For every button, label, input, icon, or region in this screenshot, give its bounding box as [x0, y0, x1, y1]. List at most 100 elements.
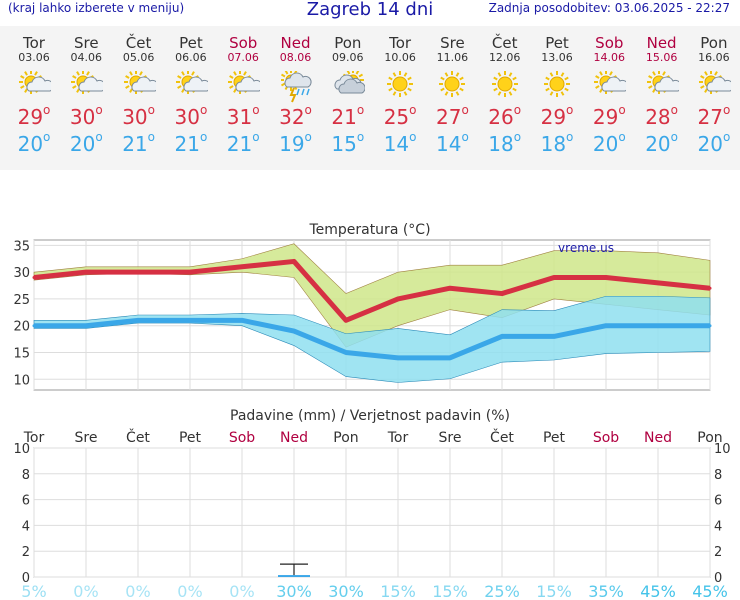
x-tick-label: Pon	[697, 430, 722, 446]
x-tick-label: Čet	[126, 428, 150, 446]
degree-symbol: o	[252, 130, 260, 144]
temperature-point-min	[32, 324, 36, 328]
day-date: 13.06	[541, 51, 573, 64]
y-tick-label: 20	[13, 320, 30, 335]
min-temperature: 21o	[122, 130, 155, 156]
day-name: Pet	[545, 34, 569, 52]
y-tick-label-right: 10	[714, 442, 731, 457]
thunderstorm-icon	[270, 65, 322, 105]
x-tick-label: Pet	[543, 430, 566, 446]
degree-symbol: o	[147, 130, 155, 144]
y-tick-label: 8	[22, 468, 30, 483]
sun-cloud-icon	[8, 65, 60, 105]
degree-symbol: o	[199, 130, 208, 144]
degree-symbol: o	[461, 130, 469, 144]
precipitation-probability: 5%	[21, 582, 46, 600]
min-temperature: 18o	[540, 130, 574, 156]
x-tick-label: Sre	[75, 430, 98, 446]
precipitation-chart-title: Padavine (mm) / Verjetnost padavin (%)	[230, 408, 510, 424]
x-tick-label: Ned	[644, 430, 672, 446]
precipitation-bar	[278, 575, 310, 577]
temperature-point-max	[656, 281, 660, 285]
temperature-point-max	[188, 270, 192, 274]
temperature-point-max	[500, 292, 504, 296]
max-temperature: 30o	[69, 103, 103, 129]
degree-symbol: o	[409, 130, 417, 144]
day-name: Sob	[229, 34, 258, 52]
degree-symbol: o	[566, 103, 574, 117]
cloudy-icon	[322, 65, 374, 105]
day-column: Pon 16.06 27o 20o	[688, 26, 740, 159]
y-tick-label: 2	[22, 545, 30, 560]
temperature-point-max	[344, 318, 348, 322]
temperature-point-max	[396, 297, 400, 301]
min-temperature: 20o	[697, 130, 731, 156]
temperature-point-min	[188, 318, 192, 322]
y-tick-label: 15	[13, 347, 30, 362]
temperature-point-min	[84, 324, 88, 328]
degree-symbol: o	[304, 103, 312, 117]
watermark: vreme.us	[558, 241, 614, 255]
degree-symbol: o	[513, 130, 522, 144]
sun-cloud-icon	[165, 65, 217, 105]
max-temperature: 28o	[645, 103, 678, 129]
temperature-line-min	[34, 317, 710, 361]
temperature-point-max	[240, 265, 244, 269]
max-temperature: 27o	[435, 103, 469, 129]
temperature-point-min	[292, 329, 296, 333]
day-date: 14.06	[593, 51, 626, 64]
temperature-point-max	[32, 276, 36, 279]
day-column: Sob 07.06 31o 21o	[217, 26, 269, 159]
day-date: 06.06	[175, 51, 207, 64]
last-updated: Zadnja posodobitev: 03.06.2025 - 22:27	[488, 1, 730, 15]
temperature-point-min	[656, 324, 660, 328]
min-temperature: 20o	[69, 130, 103, 156]
sun-icon	[426, 65, 478, 105]
day-name: Ned	[280, 34, 311, 52]
day-date: 16.06	[698, 51, 730, 64]
sun-cloud-icon	[688, 65, 740, 105]
temperature-point-min	[396, 356, 400, 360]
day-name: Tor	[389, 34, 412, 52]
location-menu-hint[interactable]: (kraj lahko izberete v meniju)	[8, 1, 185, 15]
day-date: 07.06	[227, 51, 259, 64]
degree-symbol: o	[618, 103, 626, 117]
sun-icon	[374, 65, 426, 105]
daily-forecast-strip: Tor 03.06 29o 20o Sre 04.06 30o 20o Čet 05.06 30o 2…	[0, 26, 740, 170]
x-tick-label: Tor	[387, 430, 409, 446]
day-name: Sob	[595, 34, 624, 52]
day-column: Sre 04.06 30o 20o	[60, 26, 112, 159]
precipitation-probability: 0%	[177, 582, 202, 600]
x-tick-label: Tor	[23, 430, 45, 446]
min-temperature: 18o	[488, 130, 522, 156]
page-title: Zagreb 14 dni	[306, 0, 434, 20]
day-column: Tor 10.06 25o 14o	[374, 26, 426, 159]
day-name: Ned	[646, 34, 677, 52]
degree-symbol: o	[513, 103, 522, 117]
y-tick-label-right: 0	[714, 571, 722, 586]
degree-symbol: o	[670, 103, 678, 117]
day-column: Sob 14.06 29o 20o	[583, 26, 635, 159]
y-tick-label: 35	[13, 239, 30, 254]
precipitation-probability: 45%	[692, 582, 728, 600]
temperature-point-max	[448, 286, 452, 290]
degree-symbol: o	[43, 130, 51, 144]
day-date: 08.06	[279, 51, 312, 64]
degree-symbol: o	[409, 103, 417, 117]
temperature-point-max	[136, 270, 140, 274]
degree-symbol: o	[670, 130, 678, 144]
precipitation-probability: 25%	[484, 582, 520, 600]
max-temperature: 26o	[488, 103, 522, 129]
day-date: 11.06	[436, 51, 469, 64]
sun-cloud-icon	[636, 65, 688, 105]
degree-symbol: o	[461, 103, 469, 117]
max-temperature: 27o	[697, 103, 731, 129]
precipitation-probability: 30%	[328, 582, 364, 600]
day-name: Pet	[179, 34, 203, 52]
day-name: Tor	[23, 34, 45, 52]
precipitation-probability: 0%	[229, 582, 254, 600]
degree-symbol: o	[147, 103, 155, 117]
day-column: Ned 15.06 28o 20o	[636, 26, 688, 159]
precipitation-probability: 35%	[588, 582, 624, 600]
degree-symbol: o	[618, 130, 626, 144]
